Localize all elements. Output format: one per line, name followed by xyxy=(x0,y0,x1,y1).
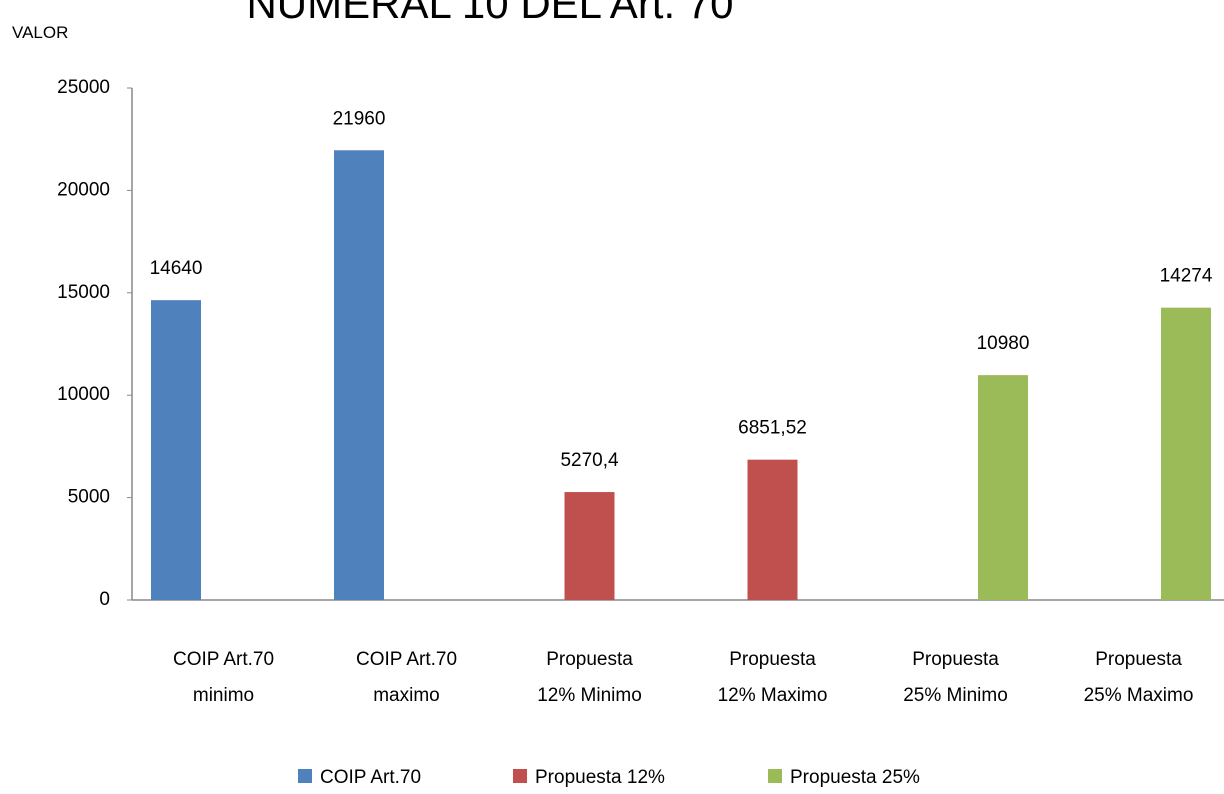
y-tick-label: 5000 xyxy=(68,487,110,508)
bar xyxy=(334,150,384,600)
bar xyxy=(564,492,615,600)
bar xyxy=(978,375,1028,600)
legend-swatch xyxy=(768,769,782,783)
data-label: 6851,52 xyxy=(738,418,807,439)
legend-label: Propuesta 12% xyxy=(535,767,665,788)
data-label: 14640 xyxy=(150,258,203,279)
x-tick-label: COIP Art.70 maximo xyxy=(356,649,457,706)
y-tick-label: 0 xyxy=(99,589,110,610)
x-tick-label: Propuesta 25% Maximo xyxy=(1084,649,1194,706)
y-tick-label: 10000 xyxy=(57,384,110,405)
bar xyxy=(1161,307,1211,600)
bar xyxy=(747,459,798,600)
y-tick-label: 25000 xyxy=(57,77,110,98)
x-tick-label: Propuesta 12% Maximo xyxy=(718,649,828,706)
y-tick-label: 20000 xyxy=(57,179,110,200)
legend-label: COIP Art.70 xyxy=(320,767,421,788)
data-label: 10980 xyxy=(977,333,1030,354)
bar xyxy=(151,300,201,600)
x-tick-label: COIP Art.70 minimo xyxy=(173,649,274,706)
data-label: 21960 xyxy=(333,108,386,129)
x-tick-label: Propuesta 25% Minimo xyxy=(903,649,1008,706)
legend-swatch xyxy=(513,769,527,783)
y-tick-label: 15000 xyxy=(57,282,110,303)
chart-title: NUMERAL 10 DEL Art. 70 xyxy=(246,0,733,27)
data-label: 14274 xyxy=(1160,266,1213,287)
legend-label: Propuesta 25% xyxy=(790,767,920,788)
x-tick-label: Propuesta 12% Minimo xyxy=(537,649,642,706)
data-label: 5270,4 xyxy=(560,450,619,471)
y-axis-label: VALOR xyxy=(12,23,68,42)
legend-swatch xyxy=(298,769,312,783)
